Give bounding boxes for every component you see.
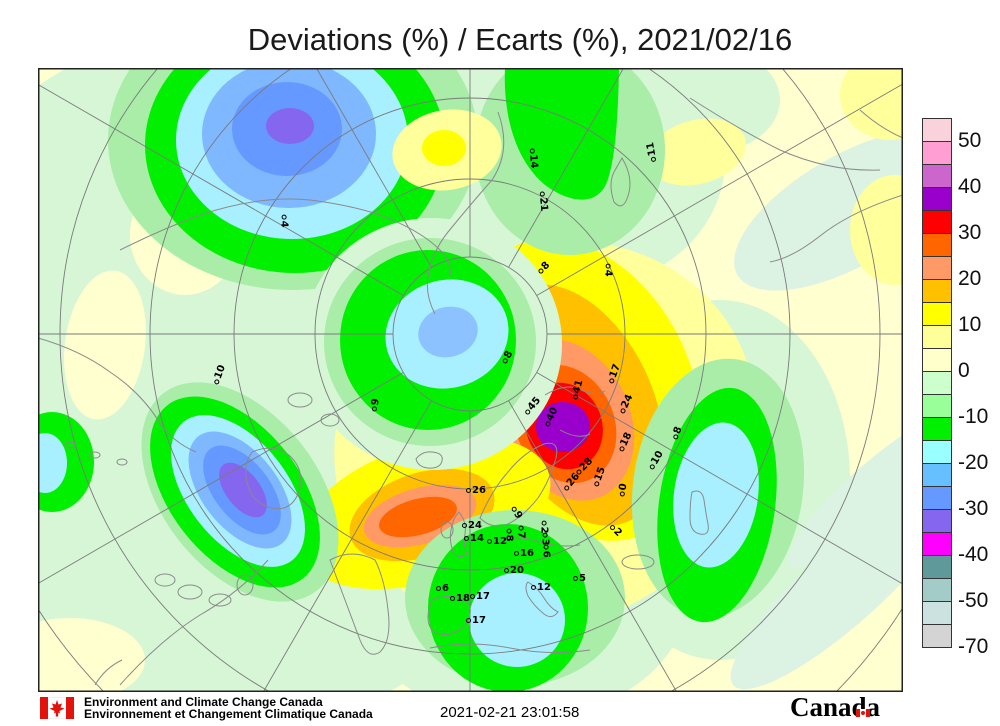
canada-wordmark: Canada (790, 692, 880, 723)
colorbar-label: -40 (958, 543, 989, 566)
colorbar-label: 30 (958, 221, 982, 244)
colorbar-cells (922, 118, 952, 648)
canada-wordmark-flag-icon (856, 693, 870, 724)
colorbar-cell (922, 463, 952, 487)
canada-flag-icon (39, 696, 75, 724)
colorbar-label: -30 (958, 497, 989, 520)
colorbar-cell (922, 279, 952, 303)
colorbar-cell (922, 164, 952, 188)
coastlines (38, 97, 903, 686)
colorbar-label: 40 (958, 175, 982, 198)
colorbar-label: -70 (958, 635, 989, 658)
colorbar-label: -50 (958, 589, 989, 612)
colorbar-label: 50 (958, 129, 982, 152)
canada-wordmark-text: Canada (790, 692, 881, 722)
contour-fills (38, 68, 903, 692)
colorbar-cell (922, 601, 952, 625)
colorbar-cell (922, 256, 952, 280)
map-canvas (38, 68, 903, 692)
graticule (38, 68, 903, 692)
deviation-map (38, 68, 903, 692)
colorbar-cell (922, 555, 952, 579)
colorbar-cell (922, 141, 952, 165)
colorbar-label: -10 (958, 405, 989, 428)
colorbar-label: 0 (958, 359, 970, 382)
org-name-en: Environment and Climate Change Canada (84, 695, 323, 709)
generation-timestamp: 2021-02-21 23:01:58 (440, 704, 580, 721)
colorbar-cell (922, 578, 952, 602)
colorbar-cell (922, 440, 952, 464)
colorbar-cell (922, 302, 952, 326)
colorbar-cell (922, 187, 952, 211)
colorbar-cell (922, 532, 952, 556)
org-name-fr: Environnement et Changement Climatique C… (84, 707, 373, 721)
colorbar-label: -20 (958, 451, 989, 474)
colorbar-label: 20 (958, 267, 982, 290)
page-title: Deviations (%) / Ecarts (%), 2021/02/16 (247, 22, 793, 57)
colorbar-cell (922, 509, 952, 533)
colorbar-cell (922, 624, 952, 648)
org-name: Environment and Climate Change Canada En… (84, 696, 373, 720)
map-border (38, 68, 903, 692)
colorbar-labels: 50 40 30 20 10 0 -10 -20 -30 -40 -50 -70 (922, 118, 992, 658)
colorbar-label: 10 (958, 313, 982, 336)
